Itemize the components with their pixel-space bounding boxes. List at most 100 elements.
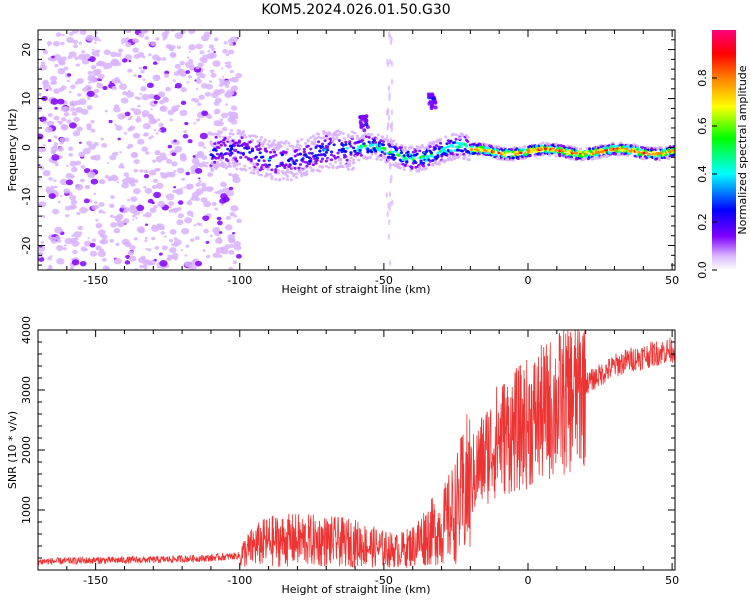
spectrogram-cell — [388, 219, 391, 226]
spectrogram-cell — [585, 146, 589, 150]
spectrogram-cell — [97, 73, 105, 80]
spectrogram-cell — [582, 157, 587, 161]
spectrogram-cell — [204, 91, 211, 97]
spectrogram-cell — [348, 164, 352, 168]
spectrogram-cell — [235, 167, 239, 171]
spectrogram-cell — [228, 172, 233, 177]
spectrogram-cell — [136, 138, 145, 145]
spectrogram-cell — [229, 243, 235, 249]
spectrogram-cell — [352, 158, 356, 162]
spectrogram-cell — [418, 149, 422, 153]
spectrogram-cell — [125, 91, 135, 98]
spectrogram-cell — [420, 145, 424, 149]
spectrogram-cell — [58, 59, 66, 66]
spectrogram-cell — [130, 107, 135, 112]
spectrogram-cell — [150, 41, 157, 47]
y-tick-label: 4000 — [20, 316, 33, 344]
spectrogram-cell — [398, 166, 402, 170]
spectrogram-cell — [261, 155, 265, 159]
spectrogram-cell — [161, 57, 167, 61]
y-tick-label: 1000 — [20, 496, 33, 524]
spectrogram-cell — [84, 240, 92, 247]
spectrogram-cell — [152, 159, 157, 163]
spectrogram-cell — [133, 237, 138, 241]
spectrogram-cell — [349, 151, 353, 154]
spectrogram-cell — [350, 130, 354, 134]
spectrogram-cell — [387, 158, 391, 162]
spectrogram-cell — [176, 104, 180, 108]
spectrogram-cell — [138, 66, 143, 70]
spectrogram-cell — [320, 157, 325, 161]
spectrogram-cell — [337, 132, 341, 136]
spectrogram-cell — [93, 201, 98, 205]
spectrogram-cell — [206, 114, 213, 120]
spectrogram-cell — [333, 160, 338, 164]
spectrogram-cell — [219, 140, 223, 144]
spectrogram-cell — [410, 165, 414, 169]
spectrogram-cell — [652, 155, 657, 159]
spectrogram-cell — [241, 130, 245, 134]
spectrogram-cell — [262, 165, 266, 169]
spectrogram-cell — [329, 150, 334, 154]
spectrogram-cell — [95, 62, 101, 67]
spectrogram-cell — [205, 240, 210, 244]
spectrogram-cell — [319, 136, 323, 140]
spectrogram-cell — [577, 150, 581, 154]
spectrogram-cell — [128, 255, 137, 262]
spectrogram-cell — [410, 146, 414, 149]
spectrogram-cell — [114, 123, 118, 127]
spectrogram-cell — [48, 264, 52, 268]
spectrogram-cell — [269, 155, 273, 159]
spectrogram-cell — [54, 185, 58, 189]
spectrogram-cell — [168, 209, 174, 213]
spectrogram-cell — [180, 227, 190, 235]
spectrogram-cell — [141, 93, 150, 101]
spectrogram-cell — [221, 75, 225, 78]
spectrogram-cell — [397, 154, 401, 157]
spectrogram-cell — [139, 169, 144, 173]
spectrogram-cell — [54, 106, 58, 110]
spectrogram-cell — [126, 198, 131, 202]
spectrogram-cell — [65, 164, 69, 167]
spectrogram-cell — [108, 119, 113, 124]
spectrogram-cell — [323, 139, 327, 143]
spectrogram-cell — [115, 125, 123, 131]
spectrogram-cell — [511, 158, 515, 162]
spectrogram-cell — [67, 55, 72, 60]
spectrogram-cell — [309, 159, 313, 163]
spectrogram-cell — [232, 260, 238, 265]
spectrogram-cell — [186, 56, 190, 59]
spectrogram-cell — [340, 150, 344, 154]
spectrogram-cell — [386, 58, 389, 65]
spectrogram-cell — [230, 151, 234, 155]
spectrogram-cell — [188, 199, 192, 202]
spectrogram-cell — [210, 72, 217, 78]
spectrogram-cell — [313, 140, 317, 144]
spectrogram-cell — [528, 154, 532, 158]
spectrogram-cell — [424, 150, 428, 154]
spectrogram-cell — [280, 153, 284, 157]
spectrogram-cell — [224, 152, 229, 155]
spectrogram-cell — [151, 185, 157, 190]
spectrogram-cell — [344, 150, 348, 153]
spectrogram-cell — [327, 158, 331, 161]
spectrogram-cell — [236, 150, 240, 154]
spectrogram-cell — [73, 44, 79, 49]
spectrogram-cell — [178, 190, 182, 193]
spectrogram-cell — [651, 150, 655, 154]
spectrogram-cell — [454, 137, 458, 141]
spectrogram-cell — [86, 184, 89, 188]
spectrogram-cell — [220, 181, 227, 188]
spectrogram-cell — [319, 153, 323, 157]
spectrogram-cell — [385, 192, 389, 199]
spectrogram-cell — [124, 30, 132, 34]
spectrogram-cell — [168, 201, 175, 206]
snr-x-label: Height of straight line (km) — [281, 583, 430, 596]
spectrogram-cell — [185, 171, 190, 176]
spectrogram-cell — [272, 146, 277, 150]
spectrogram-cell — [109, 154, 117, 161]
spectrogram-cell — [99, 61, 107, 67]
spectrogram-cell — [235, 159, 239, 163]
spectrogram-cell — [133, 188, 141, 195]
spectrogram-cell — [533, 154, 537, 158]
